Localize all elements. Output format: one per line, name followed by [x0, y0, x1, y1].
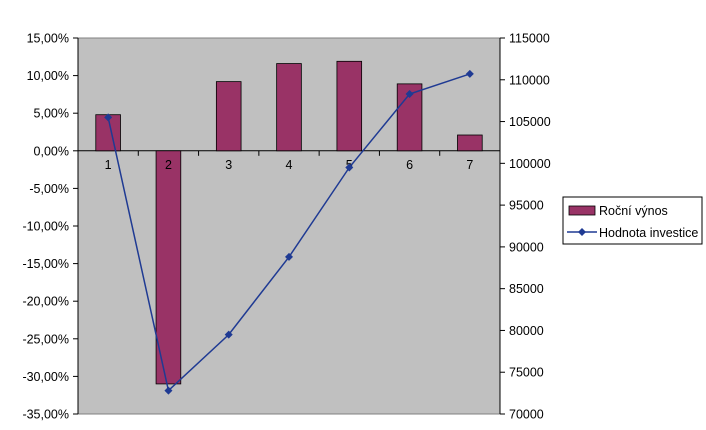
left-tick-label: -25,00%: [22, 332, 69, 346]
left-tick-label: -10,00%: [22, 220, 69, 234]
bar: [215, 81, 242, 152]
left-tick-label: 0,00%: [34, 144, 69, 158]
line-series: [104, 69, 474, 395]
category-label: 3: [225, 158, 232, 172]
right-tick-label: 100000: [509, 157, 551, 171]
right-tick-label: 110000: [509, 73, 550, 87]
line-point: [465, 69, 474, 78]
right-tick-label: 75000: [509, 366, 544, 380]
legend: Roční výnos Hodnota investice: [562, 196, 703, 245]
bar-series: [95, 60, 483, 385]
right-tick-label: 85000: [509, 282, 544, 296]
right-tick-label: 70000: [509, 408, 544, 422]
legend-box: [562, 196, 703, 245]
right-tick-label: 95000: [509, 199, 544, 213]
category-label: 2: [165, 158, 172, 172]
line-point: [285, 252, 293, 261]
left-tick-label: 15,00%: [27, 32, 69, 46]
bar: [155, 150, 182, 385]
right-tick-label: 115000: [509, 32, 550, 46]
legend-label-line: Hodnota investice: [599, 226, 698, 240]
left-tick-label: -35,00%: [22, 408, 69, 422]
line-point: [345, 163, 354, 172]
category-label: 4: [286, 158, 293, 172]
category-label: 6: [406, 158, 413, 172]
left-tick-label: 5,00%: [34, 107, 69, 121]
left-tick-label: -30,00%: [22, 370, 69, 384]
right-tick-label: 80000: [509, 324, 544, 338]
line-point: [164, 386, 173, 395]
bar: [276, 63, 302, 152]
left-tick-label: -15,00%: [22, 257, 69, 271]
line-point: [104, 113, 113, 122]
right-axis: 115000 110000 105000 100000 95000 90000 85000 8…: [499, 32, 551, 422]
bar: [336, 60, 363, 152]
line-point: [405, 89, 414, 98]
category-label: 1: [105, 158, 112, 172]
right-tick-label: 105000: [509, 115, 551, 129]
right-tick-label: 90000: [509, 240, 544, 254]
left-tick-label: -5,00%: [29, 182, 69, 196]
legend-swatch-bar: [568, 205, 596, 216]
legend-marker-diamond: [578, 228, 586, 236]
left-tick-label: 10,00%: [27, 69, 69, 83]
bar: [457, 134, 483, 152]
category-label: 7: [466, 158, 473, 172]
legend-label-bar: Roční výnos: [599, 204, 668, 218]
left-tick-label: -20,00%: [22, 295, 69, 309]
line-point: [224, 330, 233, 339]
left-axis: 15,00% 10,00% 5,00% 0,00% -5,00% -10,00% -15,0…: [22, 32, 79, 422]
